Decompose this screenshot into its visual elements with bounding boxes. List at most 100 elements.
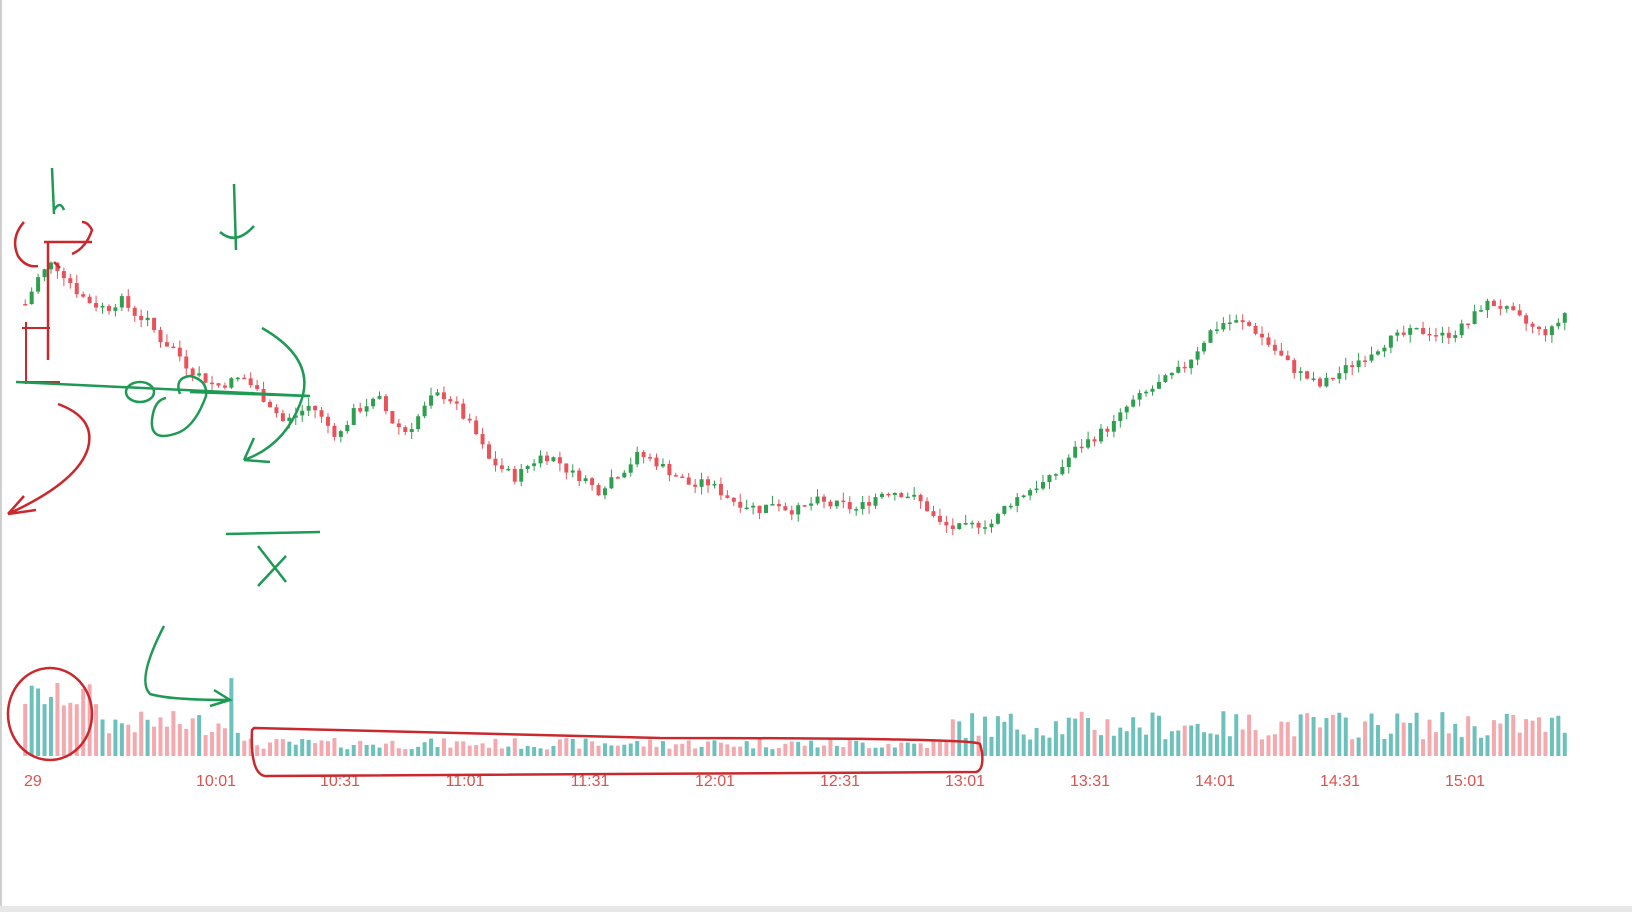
volume-bar	[944, 741, 949, 756]
volume-bar	[1195, 723, 1200, 756]
volume-bar	[235, 732, 240, 756]
volume-bar	[1079, 711, 1084, 756]
candle	[383, 394, 388, 415]
volume-bar	[1408, 722, 1413, 756]
candle	[197, 366, 202, 378]
candle	[164, 334, 169, 347]
candle	[1305, 370, 1310, 380]
candle	[1195, 346, 1200, 366]
candle	[1137, 389, 1142, 407]
candle	[1504, 305, 1509, 313]
candle	[1189, 359, 1194, 375]
candle	[1324, 372, 1329, 388]
candle	[628, 457, 633, 477]
candle	[429, 387, 434, 409]
volume-bar	[197, 715, 202, 756]
candle	[68, 273, 73, 289]
volume-bar	[1163, 739, 1168, 756]
candle	[1098, 424, 1103, 444]
volume-bar	[667, 748, 672, 756]
volume-bar	[106, 733, 111, 756]
candle	[1408, 324, 1413, 343]
candle	[1382, 344, 1387, 358]
bottom-scrollbar[interactable]	[0, 906, 1632, 912]
volume-bar	[983, 716, 988, 756]
candle	[210, 375, 215, 391]
volume-bar	[1208, 733, 1213, 756]
candle	[1144, 389, 1149, 397]
volume-bar	[203, 734, 208, 756]
candle	[1524, 313, 1529, 331]
candle	[815, 489, 820, 506]
candle	[1446, 326, 1451, 344]
volume-bar	[313, 743, 318, 756]
candle	[171, 342, 176, 349]
candle	[680, 473, 685, 478]
candle	[1298, 367, 1303, 381]
candle	[319, 407, 324, 423]
volume-bar	[635, 740, 640, 756]
candle	[1008, 503, 1013, 510]
volume-bar	[325, 741, 330, 756]
candle	[36, 273, 41, 294]
volume-bar	[36, 688, 41, 756]
candle	[158, 326, 163, 348]
annotation-green-support-line	[15, 380, 311, 398]
candle	[177, 340, 182, 362]
volume-bar	[280, 739, 285, 756]
candle	[718, 477, 723, 501]
volume-bar	[1504, 713, 1509, 756]
volume-bar	[905, 742, 910, 756]
volume-bar	[538, 748, 543, 756]
volume-bar	[1524, 719, 1529, 756]
volume-bar	[1556, 715, 1561, 756]
volume-bar	[699, 746, 704, 756]
volume-bar	[132, 732, 137, 756]
annotation-circle-opening-volume	[6, 666, 94, 762]
candle	[132, 305, 137, 322]
candle	[403, 425, 408, 436]
candle	[1221, 317, 1226, 332]
volume-bar	[454, 741, 459, 756]
volume-bar	[641, 746, 646, 756]
candle	[757, 505, 762, 520]
volume-bar	[377, 747, 382, 756]
volume-bar	[1156, 715, 1161, 756]
volume-bar	[731, 746, 736, 756]
volume-bar	[1549, 717, 1554, 756]
volume-bar	[963, 737, 968, 756]
volume-bar	[429, 738, 434, 756]
candle	[970, 520, 975, 529]
volume-bar	[139, 711, 144, 756]
volume-bar	[1543, 731, 1548, 756]
volume-bar	[119, 723, 124, 756]
annotation-green-big-arrow	[242, 326, 306, 464]
volume-bar	[1150, 712, 1155, 756]
candle	[667, 460, 672, 482]
volume-bar	[1260, 739, 1265, 756]
candle	[867, 495, 872, 514]
x-tick-label: 10:31	[320, 773, 360, 790]
candle	[1279, 343, 1284, 357]
volume-bar	[1511, 715, 1516, 756]
candle	[371, 397, 376, 410]
volume-bar	[190, 718, 195, 756]
volume-bar	[1337, 712, 1342, 756]
candle	[1292, 358, 1297, 379]
x-tick-label: 29	[24, 773, 42, 790]
volume-bar	[1562, 732, 1567, 756]
candle	[94, 295, 99, 312]
volume-bar	[680, 743, 685, 756]
volume-bar	[1305, 713, 1310, 756]
candle	[821, 494, 826, 509]
volume-bar	[1537, 717, 1542, 756]
candle	[1234, 314, 1239, 324]
volume-bar	[1350, 739, 1355, 756]
candle	[1124, 405, 1129, 420]
candle	[802, 505, 807, 507]
annotation-red-left-bars	[20, 322, 60, 384]
volume-bar	[1182, 725, 1187, 756]
candle	[422, 401, 427, 419]
volume-bar	[686, 740, 691, 756]
